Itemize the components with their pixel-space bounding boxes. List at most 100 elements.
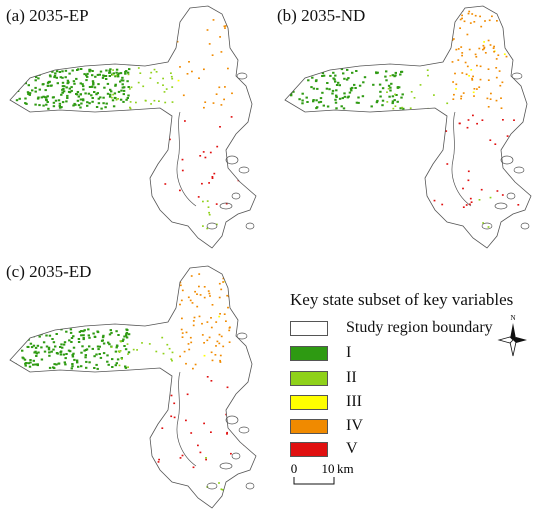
cell-class-1 <box>343 92 346 95</box>
cell-class-1 <box>44 89 47 92</box>
cell-class-5 <box>230 116 233 118</box>
cell-class-1 <box>47 107 50 110</box>
cell-class-1 <box>84 354 87 357</box>
cell-class-2 <box>419 84 422 86</box>
cell-class-5 <box>467 119 470 121</box>
cell-class-2 <box>171 77 174 80</box>
cell-class-4 <box>208 292 211 295</box>
cell-class-2 <box>387 87 390 90</box>
cell-class-2 <box>129 107 132 110</box>
cell-class-5 <box>489 139 492 141</box>
boundary-islet <box>225 155 239 165</box>
cell-class-1 <box>389 89 392 92</box>
cell-class-2 <box>149 77 152 79</box>
cell-class-2 <box>170 75 173 78</box>
cell-class-5 <box>226 386 229 389</box>
cell-class-1 <box>334 101 338 104</box>
cell-class-1 <box>71 363 74 365</box>
cell-class-1 <box>355 70 358 72</box>
cell-class-4 <box>466 65 469 68</box>
cell-class-4 <box>453 93 455 96</box>
cell-class-1 <box>62 90 66 93</box>
cell-class-1 <box>301 99 304 102</box>
cell-class-1 <box>301 69 305 72</box>
cell-class-2 <box>163 91 166 93</box>
cell-class-2 <box>206 200 209 202</box>
cell-class-5 <box>225 202 228 205</box>
cell-class-5 <box>230 452 232 455</box>
cell-class-4 <box>476 64 478 67</box>
cell-class-1 <box>111 99 115 102</box>
cell-class-4 <box>211 54 214 56</box>
cell-class-1 <box>361 95 365 98</box>
cell-class-1 <box>96 345 100 348</box>
cell-class-1 <box>87 334 90 337</box>
cell-class-1 <box>53 76 56 79</box>
cell-class-1 <box>124 334 128 337</box>
cell-class-1 <box>88 102 91 105</box>
cell-class-5 <box>179 457 182 459</box>
panel-title-c: (c) 2035-ED <box>6 262 92 281</box>
cell-class-4 <box>483 46 486 49</box>
cell-class-4 <box>211 359 214 362</box>
cell-class-1 <box>34 103 37 106</box>
study-region-boundary <box>9 265 257 509</box>
cell-class-1 <box>32 359 35 362</box>
cell-class-5 <box>203 422 205 425</box>
cell-class-1 <box>289 107 292 110</box>
cell-class-4 <box>225 320 227 322</box>
cell-class-1 <box>108 95 112 98</box>
cell-class-1 <box>68 72 71 75</box>
cell-class-2 <box>394 93 396 96</box>
legend-swatch-class-2 <box>290 370 328 386</box>
cell-class-2 <box>220 488 223 490</box>
cell-class-1 <box>57 362 61 365</box>
cell-class-4 <box>476 88 478 90</box>
cell-class-4 <box>203 286 206 288</box>
cell-class-1 <box>355 101 359 104</box>
cell-class-5 <box>186 393 189 396</box>
key-state-cells <box>14 273 247 491</box>
legend-swatch-class-4 <box>290 418 328 434</box>
cell-class-1 <box>321 91 324 94</box>
cell-class-4 <box>457 48 460 50</box>
cell-class-1 <box>125 98 128 101</box>
cell-class-1 <box>391 74 394 77</box>
cell-class-1 <box>116 358 120 361</box>
cell-class-1 <box>29 361 32 364</box>
scale-unit-label: km <box>337 461 354 476</box>
cell-class-1 <box>34 346 38 349</box>
cell-class-1 <box>45 334 48 337</box>
cell-class-4 <box>486 97 489 100</box>
cell-class-1 <box>21 349 24 352</box>
cell-class-4 <box>461 14 463 17</box>
cell-class-4 <box>498 70 501 72</box>
cell-class-4 <box>499 84 502 87</box>
cell-class-4 <box>224 86 226 88</box>
cell-class-1 <box>290 94 293 97</box>
study-region-boundary <box>9 5 257 249</box>
cell-class-2 <box>165 88 168 90</box>
cell-class-4 <box>191 70 193 73</box>
cell-class-4 <box>198 273 201 275</box>
cell-class-1 <box>81 98 85 101</box>
cell-class-4 <box>176 40 179 43</box>
cell-class-4 <box>212 102 215 104</box>
cell-class-1 <box>125 331 129 334</box>
cell-class-4 <box>227 306 229 309</box>
cell-class-1 <box>109 88 112 91</box>
cell-class-5 <box>181 454 184 457</box>
cell-class-2 <box>489 196 492 199</box>
cell-class-1 <box>117 75 120 78</box>
cell-class-1 <box>63 341 67 344</box>
cell-class-1 <box>88 345 91 348</box>
cell-class-5 <box>219 126 221 128</box>
cell-class-5 <box>215 203 218 205</box>
cell-class-1 <box>88 336 91 339</box>
cell-class-1 <box>25 328 28 331</box>
cell-class-2 <box>115 74 118 77</box>
cell-class-1 <box>334 80 337 83</box>
cell-class-1 <box>381 87 385 90</box>
cell-class-4 <box>469 22 472 24</box>
cell-class-2 <box>130 86 133 89</box>
